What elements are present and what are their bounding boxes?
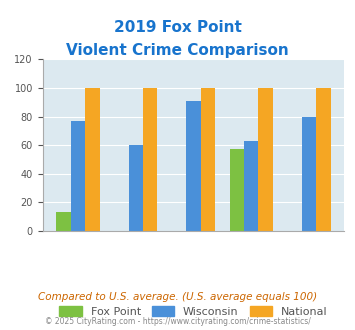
Bar bbox=[258, 88, 273, 231]
Bar bbox=[201, 88, 215, 231]
Text: 2019 Fox Point: 2019 Fox Point bbox=[114, 20, 241, 35]
Legend: Fox Point, Wisconsin, National: Fox Point, Wisconsin, National bbox=[55, 302, 332, 321]
Bar bbox=[143, 88, 157, 231]
Bar bbox=[71, 121, 85, 231]
Bar bbox=[244, 141, 258, 231]
Text: Compared to U.S. average. (U.S. average equals 100): Compared to U.S. average. (U.S. average … bbox=[38, 292, 317, 302]
Bar bbox=[56, 213, 71, 231]
Bar bbox=[186, 101, 201, 231]
Bar bbox=[316, 88, 331, 231]
Text: © 2025 CityRating.com - https://www.cityrating.com/crime-statistics/: © 2025 CityRating.com - https://www.city… bbox=[45, 317, 310, 326]
Bar bbox=[230, 149, 244, 231]
Bar bbox=[129, 145, 143, 231]
Text: Violent Crime Comparison: Violent Crime Comparison bbox=[66, 43, 289, 58]
Bar bbox=[85, 88, 100, 231]
Bar bbox=[302, 116, 316, 231]
